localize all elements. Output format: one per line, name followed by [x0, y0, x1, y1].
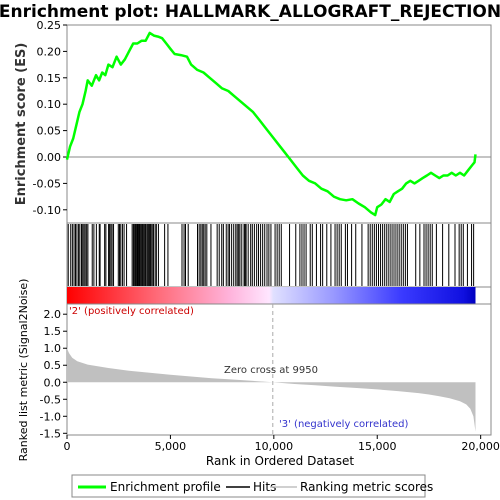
legend-ranking-metric: Ranking metric scores [300, 480, 433, 494]
x-axis-label: Rank in Ordered Dataset [206, 454, 354, 468]
metric-axis-label: Ranked list metric (Signal2Noise) [17, 279, 30, 462]
metric-ytick-label: -0.5 [40, 393, 61, 406]
xtick-label: 0 [64, 440, 71, 453]
hits-panel [66, 222, 492, 305]
metric-ytick-label: 0.5 [44, 359, 62, 372]
enrichment-panel: 0.25 0.20 0.15 0.10 0.05 0.00 -0.05 -0.10 [33, 19, 492, 224]
es-ytick-label: 0.20 [37, 45, 62, 58]
xtick-label: 15,000 [358, 440, 397, 453]
metric-ytick-label: -1.0 [40, 410, 61, 423]
ranking-color-bar [67, 287, 476, 304]
chart-title: Enrichment plot: HALLMARK_ALLOGRAFT_REJE… [0, 2, 500, 22]
metric-panel: 2.0 1.5 1.0 0.5 0.0 -0.5 -1.0 -1.5 '2' (positiv… [40, 303, 492, 440]
metric-ytick-label: 2.0 [44, 308, 62, 321]
es-axis-label: Enrichment score (ES) [14, 43, 29, 206]
es-ytick-label: 0.15 [37, 72, 62, 85]
metric-ytick-label: -1.5 [40, 427, 61, 440]
es-ytick-label: -0.10 [33, 204, 61, 217]
enrichment-profile-line [65, 31, 477, 217]
ranking-metric-area [67, 346, 476, 432]
metric-ytick-label: 0.0 [44, 376, 62, 389]
zero-cross-label: Zero cross at 9950 [224, 365, 318, 376]
es-ytick-label: 0.25 [37, 19, 62, 32]
es-ytick-label: 0.05 [37, 125, 62, 138]
metric-ytick-label: 1.5 [44, 325, 62, 338]
xtick-label: 10,000 [255, 440, 294, 453]
legend: Enrichment profile Hits Ranking metric s… [71, 474, 433, 498]
es-ytick-label: -0.05 [33, 177, 61, 190]
negative-correlation-label: '3' (negatively correlated) [279, 419, 408, 430]
xtick-label: 5,000 [155, 440, 187, 453]
xtick-label: 20,000 [461, 440, 500, 453]
legend-enrichment-profile: Enrichment profile [110, 480, 221, 494]
metric-ytick-label: 1.0 [44, 342, 62, 355]
positive-correlation-label: '2' (positively correlated) [69, 306, 194, 317]
legend-hits: Hits [253, 480, 276, 494]
es-ytick-label: 0.10 [37, 98, 62, 111]
es-ytick-label: 0.00 [37, 151, 62, 164]
